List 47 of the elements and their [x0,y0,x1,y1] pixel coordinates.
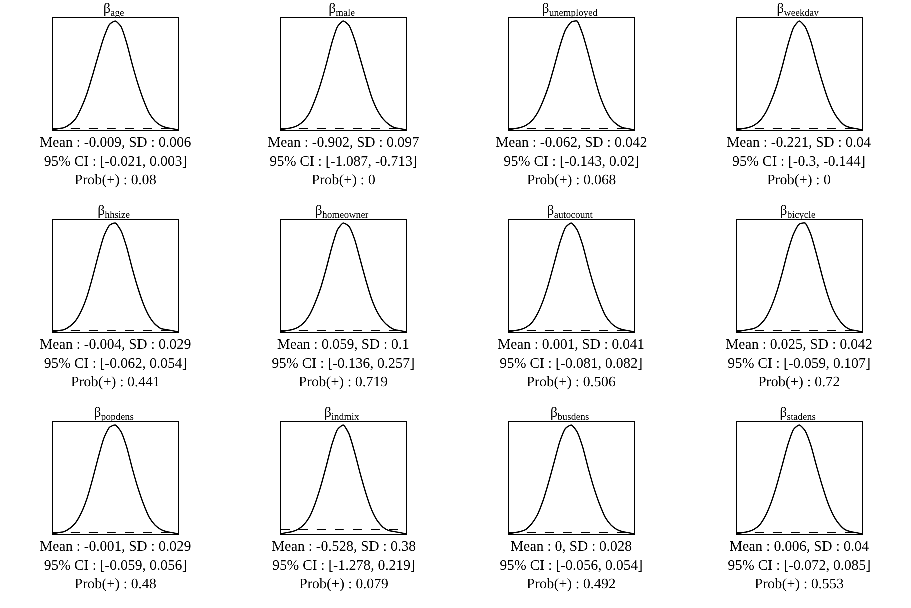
text: Mean : -0.062, SD : 0.042 [496,135,648,151]
text: Prob(+) : 0.079 [300,576,389,593]
text: Prob(+) : 0.553 [754,576,844,593]
text: Prob(+) : 0.08 [74,172,157,189]
text: Mean : -0.001, SD : 0.029 [40,539,192,555]
text: Mean : -0.902, SD : 0.097 [268,135,420,151]
text: 95% CI : [-0.143, 0.02] [504,154,640,170]
text: Mean : 0.006, SD : 0.04 [730,539,870,555]
text: 95% CI : [-0.056, 0.054] [500,558,643,574]
chart-title: β$_{popdens}$ [94,406,134,423]
text: Mean : -0.009, SD : 0.006 [40,135,192,151]
chart-title: β$_{busdens}$ [550,406,590,423]
chart-title: β$_{male}$ [328,2,356,19]
text: Mean : -0.528, SD : 0.38 [272,539,416,555]
text: Mean : -0.004, SD : 0.029 [40,337,192,353]
text: Prob(+) : 0.48 [74,576,157,593]
text: 95% CI : [-0.072, 0.085] [728,558,871,574]
text: 95% CI : [-0.059, 0.056] [44,558,188,574]
text: Prob(+) : 0 [767,172,831,189]
text: 95% CI : [-0.081, 0.082] [500,356,643,372]
chart-title: β$_{autocount}$ [547,204,594,221]
text: 95% CI : [-0.059, 0.107] [728,356,871,372]
text: 95% CI : [-1.087, -0.713] [270,154,418,170]
text: Prob(+) : 0.068 [527,172,616,189]
chart-title: β$_{stadens}$ [780,406,816,423]
text: 95% CI : [-0.062, 0.054] [44,356,188,372]
chart-title: β$_{weekday}$ [777,2,820,19]
text: Prob(+) : 0.72 [758,374,840,391]
chart-title: β$_{bicycle}$ [780,204,816,221]
text: 95% CI : [-0.3, -0.144] [732,154,866,170]
text: Mean : -0.221, SD : 0.04 [727,135,872,151]
chart-title: β$_{homeowner}$ [315,204,370,221]
text: 95% CI : [-0.136, 0.257] [272,356,415,372]
chart-title: β$_{unemployed}$ [542,2,598,19]
chart-title: β$_{hhsize}$ [98,204,131,221]
text: Prob(+) : 0.441 [71,374,160,391]
text: 95% CI : [-1.278, 0.219] [272,558,416,574]
text: Prob(+) : 0 [312,172,376,189]
text: 95% CI : [-0.021, 0.003] [44,154,188,170]
text: Prob(+) : 0.719 [298,374,388,391]
text: Mean : 0.025, SD : 0.042 [726,337,873,353]
text: Mean : 0.001, SD : 0.041 [498,337,645,353]
text: Prob(+) : 0.506 [526,374,616,391]
text: Prob(+) : 0.492 [526,576,616,593]
chart-title: β$_{indmix}$ [324,406,360,423]
text: Mean : 0.059, SD : 0.1 [277,337,410,353]
text: Mean : 0, SD : 0.028 [510,539,632,555]
